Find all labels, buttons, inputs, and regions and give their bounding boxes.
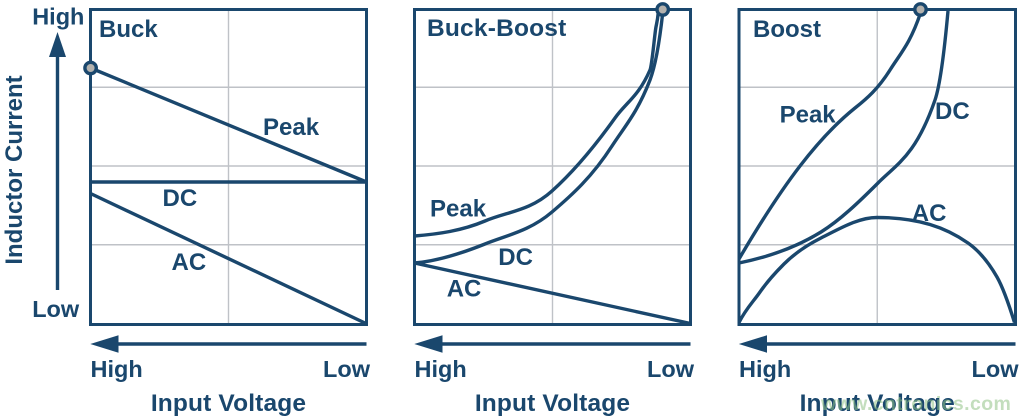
svg-text:High: High bbox=[739, 356, 791, 382]
svg-text:Peak: Peak bbox=[780, 102, 837, 129]
svg-text:Low: Low bbox=[972, 356, 1020, 382]
svg-text:Inductor Current: Inductor Current bbox=[1, 75, 28, 264]
svg-text:DC: DC bbox=[163, 185, 198, 212]
svg-text:DC: DC bbox=[935, 98, 970, 125]
svg-text:DC: DC bbox=[498, 244, 533, 271]
svg-text:High: High bbox=[32, 4, 84, 30]
svg-text:AC: AC bbox=[912, 200, 947, 227]
svg-text:Low: Low bbox=[647, 356, 695, 382]
svg-text:Buck-Boost: Buck-Boost bbox=[427, 15, 566, 42]
svg-text:AC: AC bbox=[172, 249, 207, 276]
svg-text:Input Voltage: Input Voltage bbox=[151, 390, 306, 417]
svg-text:Peak: Peak bbox=[430, 196, 487, 223]
svg-text:AC: AC bbox=[447, 276, 482, 303]
svg-text:High: High bbox=[415, 356, 467, 382]
svg-text:Boost: Boost bbox=[753, 16, 821, 43]
svg-text:High: High bbox=[91, 356, 143, 382]
svg-text:Input Voltage: Input Voltage bbox=[475, 390, 630, 417]
svg-text:Low: Low bbox=[32, 296, 80, 322]
svg-text:Peak: Peak bbox=[263, 114, 320, 141]
svg-text:Low: Low bbox=[323, 356, 371, 382]
svg-text:Buck: Buck bbox=[99, 16, 158, 43]
svg-text:Input Voltage: Input Voltage bbox=[800, 390, 955, 417]
svg-text:www.cntronics.com: www.cntronics.com bbox=[820, 393, 1011, 415]
